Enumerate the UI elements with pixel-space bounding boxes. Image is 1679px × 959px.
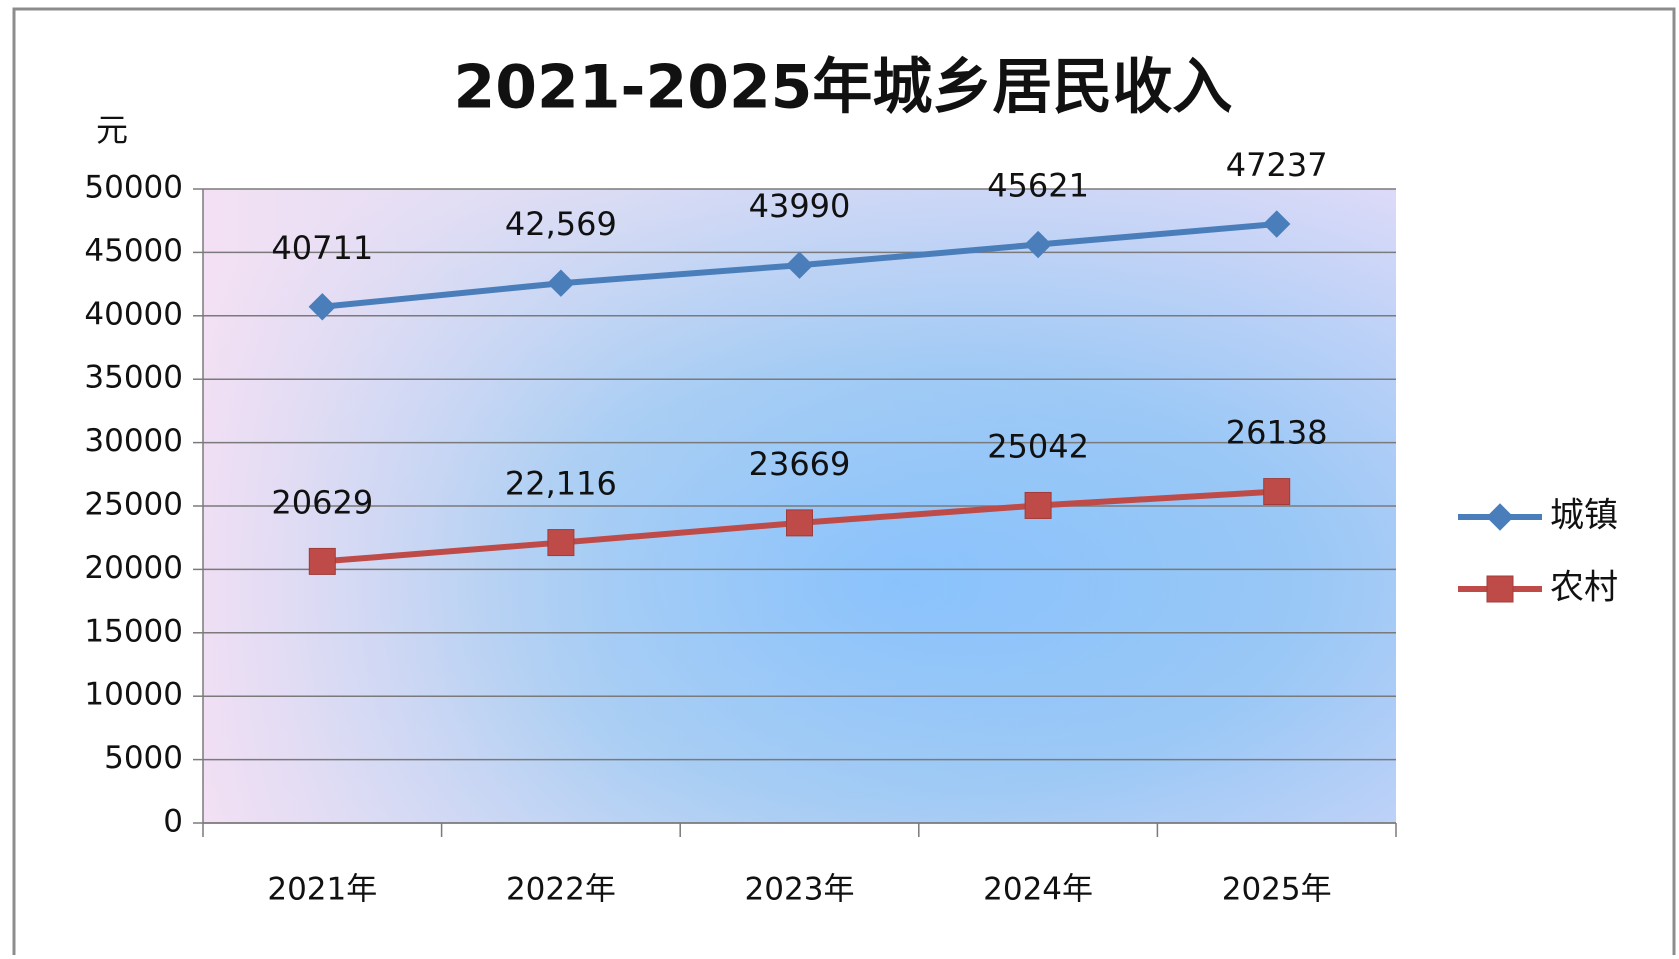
data-label: 47237 [1226,146,1328,184]
data-label: 20629 [271,483,373,521]
y-tick-label: 20000 [84,550,183,586]
legend-label: 农村 [1550,568,1618,608]
data-label: 43990 [749,187,851,225]
legend-label: 城镇 [1550,496,1618,536]
x-tick-label: 2025年 [1222,872,1332,908]
y-tick-label: 45000 [84,233,183,269]
y-tick-label: 10000 [84,677,183,713]
point-marker [1024,491,1052,519]
y-axis-label: 元 [96,111,128,149]
point-marker [1024,230,1052,259]
y-tick-label: 30000 [84,423,183,459]
point-marker [786,509,813,537]
x-tick-label: 2024年 [983,872,1093,908]
x-tick-label: 2022年 [506,872,616,908]
y-tick-label: 15000 [84,613,183,649]
point-marker [1486,503,1514,531]
y-tick-label: 0 [163,804,183,840]
point-marker [1262,210,1291,238]
y-tick-label: 40000 [84,296,183,332]
x-tick-label: 2021年 [267,872,377,908]
point-marker [1263,478,1291,506]
data-label: 22,116 [505,465,617,503]
data-label: 25042 [987,427,1089,465]
data-label: 26138 [1226,414,1328,452]
point-marker [785,251,814,279]
data-label: 45621 [987,167,1089,205]
chart-title: 2021-2025年城乡居民收入 [454,53,1233,123]
y-tick-label: 50000 [84,170,183,206]
point-marker [308,547,336,575]
y-tick-label: 35000 [84,360,183,396]
point-marker [1486,575,1514,603]
data-label: 23669 [749,445,851,483]
point-marker [308,293,337,321]
data-label: 42,569 [505,205,617,243]
plot-layer: 0 5000 10000 15000 20000 25000 30000 35000 40000… [84,146,1618,907]
y-tick-label: 25000 [84,487,183,523]
x-tick-label: 2023年 [745,872,855,908]
point-marker [547,529,575,557]
point-marker [547,269,575,297]
data-label: 40711 [271,229,373,267]
y-tick-label: 5000 [104,740,183,776]
